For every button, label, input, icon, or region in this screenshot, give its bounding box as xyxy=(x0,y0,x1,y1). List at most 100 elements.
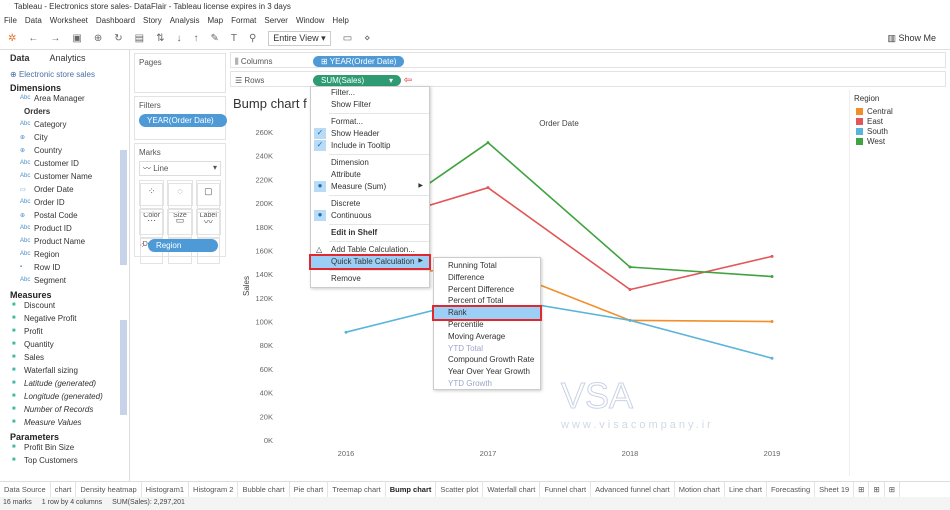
submenu-item-rank[interactable]: Rank xyxy=(432,305,542,321)
show-me-button[interactable]: ▥ Show Me xyxy=(887,33,936,43)
menu-server[interactable]: Server xyxy=(264,16,288,25)
menu-item-discrete[interactable]: Discrete xyxy=(311,198,429,210)
dimensions-scrollbar[interactable] xyxy=(120,150,127,265)
color-mark-button[interactable]: ⁘ Color xyxy=(139,180,165,235)
sheet-tab[interactable]: Motion chart xyxy=(675,482,726,497)
submenu-item-compound-growth-rate[interactable]: Compound Growth Rate xyxy=(434,354,540,366)
new-sheet-icon[interactable]: ⊞ xyxy=(854,482,870,497)
region-pill[interactable]: Region xyxy=(147,239,218,252)
dimension-field[interactable]: ⊕ City xyxy=(0,133,129,146)
dimension-field[interactable]: Abc Segment xyxy=(0,276,129,289)
dimension-field[interactable]: Abc Customer ID xyxy=(0,159,129,172)
menu-item-continuous[interactable]: ● Continuous xyxy=(311,210,429,222)
menu-analysis[interactable]: Analysis xyxy=(169,16,200,25)
measure-field[interactable]: ■ Waterfall sizing xyxy=(0,366,129,379)
menu-item-attribute[interactable]: Attribute xyxy=(311,169,429,181)
submenu-item-moving-average[interactable]: Moving Average xyxy=(434,331,540,343)
swap-icon[interactable]: ⇅ xyxy=(156,33,165,44)
menu-item-measure-sum[interactable]: ● Measure (Sum) ▶ xyxy=(311,181,429,193)
dimension-field[interactable]: Abc Order ID xyxy=(0,198,129,211)
menu-map[interactable]: Map xyxy=(207,16,224,25)
legend-item[interactable]: Central xyxy=(854,106,945,116)
new-datasource-icon[interactable]: ⊕ xyxy=(93,33,103,44)
data-point[interactable] xyxy=(628,265,632,269)
sheet-tab[interactable]: Pie chart xyxy=(290,482,329,497)
menu-dashboard[interactable]: Dashboard xyxy=(95,16,136,25)
new-dashboard-icon[interactable]: ⊞ xyxy=(869,482,885,497)
measure-field[interactable]: ■ Quantity xyxy=(0,340,129,353)
measure-field[interactable]: ■ Measure Values xyxy=(0,418,129,431)
menu-worksheet[interactable]: Worksheet xyxy=(49,16,88,25)
menu-item-show-filter[interactable]: Show Filter xyxy=(311,99,429,111)
data-point[interactable] xyxy=(770,254,774,258)
filter-pill[interactable]: YEAR(Order Date) xyxy=(139,114,227,127)
pin-icon[interactable]: ⚲ xyxy=(248,33,257,44)
dimension-field[interactable]: Abc Product Name xyxy=(0,237,129,250)
sheet-tab[interactable]: Waterfall chart xyxy=(483,482,541,497)
sheet-tab[interactable]: Data Source xyxy=(0,482,51,497)
data-point[interactable] xyxy=(770,275,774,279)
columns-pill[interactable]: ⊞ YEAR(Order Date) xyxy=(313,56,405,67)
menu-item-show-header[interactable]: ✓ Show Header xyxy=(311,128,429,140)
sheet-tab[interactable]: Line chart xyxy=(725,482,767,497)
measure-field[interactable]: ■ Sales xyxy=(0,353,129,366)
sort-desc-icon[interactable]: ↑ xyxy=(193,33,199,44)
measure-field[interactable]: ■ Negative Profit xyxy=(0,314,129,327)
sheet-tab[interactable]: Treemap chart xyxy=(328,482,386,497)
submenu-item-percent-of-total[interactable]: Percent of Total xyxy=(434,295,540,307)
submenu-item-ytd-growth[interactable]: YTD Growth xyxy=(434,378,540,390)
detail-mark-button[interactable]: ⋯Detail xyxy=(139,209,165,264)
menu-item-add-table-calculation[interactable]: △ Add Table Calculation... xyxy=(311,244,429,256)
mark-type-select[interactable]: 〰 Line ▾ xyxy=(139,161,221,176)
menu-file[interactable]: File xyxy=(4,16,17,25)
menu-item-edit-in-shelf[interactable]: Edit in Shelf xyxy=(311,227,429,239)
refresh-icon[interactable]: ↻ xyxy=(114,33,123,44)
data-point[interactable] xyxy=(486,186,490,190)
share-icon[interactable]: ⋄ xyxy=(364,33,371,44)
menu-data[interactable]: Data xyxy=(24,16,42,25)
new-story-icon[interactable]: ⊞ xyxy=(885,482,901,497)
data-point[interactable] xyxy=(344,330,348,334)
measures-scrollbar[interactable] xyxy=(120,320,127,415)
data-point[interactable] xyxy=(486,141,490,145)
menu-item-format[interactable]: Format... xyxy=(311,116,429,128)
sheet-tab[interactable]: chart xyxy=(51,482,77,497)
data-point[interactable] xyxy=(770,356,774,360)
data-point[interactable] xyxy=(628,318,632,322)
columns-shelf[interactable]: ⫼ Columns ⊞ YEAR(Order Date) xyxy=(230,52,946,68)
sheet-tab[interactable]: Scatter plot xyxy=(436,482,484,497)
dimension-field[interactable]: ▪ Row ID xyxy=(0,263,129,276)
dimension-field[interactable]: Abc Category xyxy=(0,120,129,133)
dimension-field[interactable]: ▭ Order Date xyxy=(0,185,129,198)
menu-item-quick-table-calculation[interactable]: Quick Table Calculation ▶ xyxy=(309,254,431,270)
rows-pill[interactable]: SUM(Sales) ▾ xyxy=(313,75,401,86)
label-mark-button[interactable]: ▢ Label xyxy=(195,180,221,235)
dimension-field[interactable]: ⊕ Postal Code xyxy=(0,211,129,224)
region-color-field[interactable]: ⁘ Region xyxy=(139,239,221,252)
sheet-tab[interactable]: Sheet 19 xyxy=(815,482,855,497)
measure-field[interactable]: ■ Discount xyxy=(0,301,129,314)
size-mark-button[interactable]: ◌ Size xyxy=(167,180,193,235)
rows-shelf[interactable]: ☰ Rows SUM(Sales) ▾ ⇦ xyxy=(230,71,946,87)
measure-field[interactable]: ■ Profit xyxy=(0,327,129,340)
sheet-tab[interactable]: Histogram 2 xyxy=(189,482,239,497)
presentation-icon[interactable]: ▭ xyxy=(342,33,353,44)
tab-data[interactable]: Data xyxy=(10,53,30,63)
submenu-item-year-over-year-growth[interactable]: Year Over Year Growth xyxy=(434,366,540,378)
dimension-field[interactable]: ⊕ Country xyxy=(0,146,129,159)
tab-analytics[interactable]: Analytics xyxy=(49,53,86,63)
highlight-icon[interactable]: ✎ xyxy=(210,33,219,44)
measure-field[interactable]: ■ Number of Records xyxy=(0,405,129,418)
measure-field[interactable]: ■ Longitude (generated) xyxy=(0,392,129,405)
back-icon[interactable]: ← xyxy=(28,33,39,44)
forward-icon[interactable]: → xyxy=(50,33,61,44)
sheet-tab[interactable]: Histogram1 xyxy=(142,482,190,497)
path-mark-button[interactable]: 〰Path xyxy=(195,209,221,264)
dimension-field[interactable]: Abc Product ID xyxy=(0,224,129,237)
label-icon[interactable]: T xyxy=(230,33,237,44)
sheet-tab[interactable]: Bump chart xyxy=(385,482,437,497)
fit-select[interactable]: Entire View ▾ xyxy=(268,31,331,46)
submenu-item-percent-difference[interactable]: Percent Difference xyxy=(434,284,540,296)
sheet-tab[interactable]: Density heatmap xyxy=(76,482,142,497)
menu-window[interactable]: Window xyxy=(295,16,325,25)
